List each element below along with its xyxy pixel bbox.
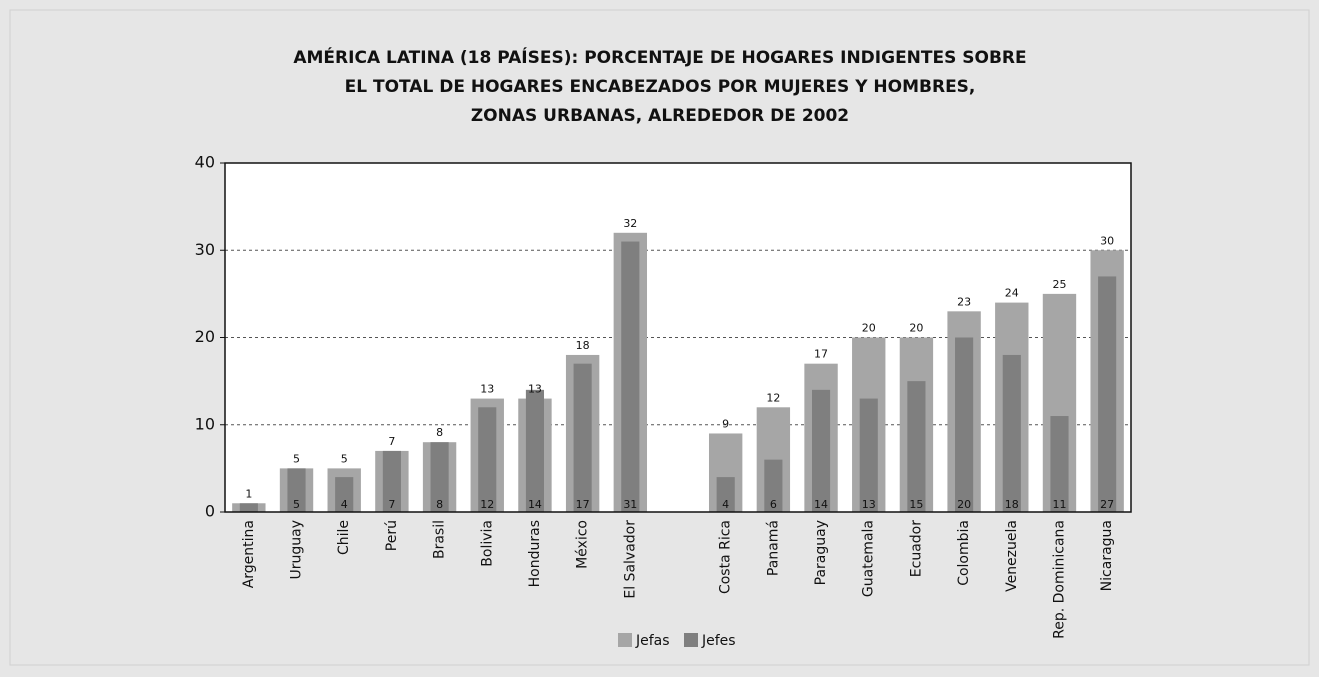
value-label: 18 (1005, 498, 1019, 511)
y-tick-label: 30 (195, 240, 215, 259)
value-label: 15 (909, 498, 923, 511)
x-tick-label: Venezuela (1004, 520, 1020, 592)
bar (335, 477, 354, 512)
bar (907, 381, 926, 512)
bar (430, 442, 449, 512)
value-label: 31 (623, 498, 637, 511)
x-tick-label: Perú (384, 520, 400, 551)
bar (621, 241, 640, 512)
title: AMÉRICA LATINA (18 PAÍSES): PORCENTAJE D… (293, 46, 1026, 126)
y-tick-label: 20 (195, 327, 215, 346)
title-line: AMÉRICA LATINA (18 PAÍSES): PORCENTAJE D… (293, 46, 1026, 68)
x-tick-label: Honduras (527, 520, 543, 587)
y-tick-label: 10 (195, 414, 215, 433)
value-label: 13 (862, 498, 876, 511)
x-tick-label: Uruguay (289, 520, 305, 580)
x-tick-label: Chile (336, 520, 352, 555)
legend-label: Jefes (701, 633, 736, 649)
bar (287, 468, 306, 512)
value-label: 18 (576, 339, 590, 352)
x-tick-label: El Salvador (622, 520, 638, 599)
bar (764, 459, 783, 512)
value-label: 8 (436, 426, 443, 439)
value-label: 13 (480, 383, 494, 396)
value-label: 24 (1005, 287, 1019, 300)
bar (573, 363, 592, 512)
value-label: 14 (814, 498, 828, 511)
x-tick-label: Panamá (765, 520, 781, 576)
bar (716, 477, 735, 512)
bar (382, 450, 401, 512)
value-label: 9 (722, 417, 729, 430)
value-label: 25 (1052, 278, 1066, 291)
value-label: 20 (909, 322, 923, 335)
bar (525, 389, 545, 512)
value-label: 7 (388, 435, 395, 448)
x-tick-label: Guatemala (861, 520, 877, 597)
x-tick-label: Nicaragua (1099, 520, 1115, 591)
value-label: 6 (770, 498, 777, 511)
legend-swatch (684, 633, 698, 647)
x-tick-label: Brasil (432, 520, 448, 559)
value-label: 8 (436, 498, 443, 511)
x-tick-label: México (575, 520, 591, 569)
bar (1098, 276, 1117, 512)
x-tick-label: Rep. Dominicana (1051, 520, 1067, 639)
value-label: 5 (341, 452, 348, 465)
value-label: 12 (766, 391, 780, 404)
x-tick-label: Costa Rica (718, 520, 734, 594)
bar (239, 503, 258, 512)
bar (1002, 354, 1021, 512)
bar (811, 389, 831, 512)
value-label: 4 (341, 498, 348, 511)
x-tick-label: Paraguay (813, 520, 829, 585)
title-line: ZONAS URBANAS, ALREDEDOR DE 2002 (471, 106, 849, 126)
x-tick-label: Bolivia (479, 520, 495, 567)
y-tick-label: 40 (195, 153, 215, 172)
value-label: 30 (1100, 234, 1114, 247)
value-label: 23 (957, 295, 971, 308)
bar (859, 398, 878, 512)
value-label: 13 (528, 383, 542, 396)
legend-label: Jefas (635, 633, 670, 649)
value-label: 4 (722, 498, 729, 511)
value-label: 11 (1052, 498, 1066, 511)
value-label: 1 (245, 487, 252, 500)
bar (478, 407, 497, 512)
value-label: 5 (293, 452, 300, 465)
value-label: 20 (957, 498, 971, 511)
x-tick-label: Colombia (956, 520, 972, 586)
bar (1050, 416, 1069, 512)
y-tick-label: 0 (205, 502, 215, 521)
value-label: 17 (576, 498, 590, 511)
title-line: EL TOTAL DE HOGARES ENCABEZADOS POR MUJE… (345, 77, 976, 97)
x-tick-label: Ecuador (908, 520, 924, 577)
value-label: 20 (862, 322, 876, 335)
value-label: 17 (814, 348, 828, 361)
value-label: 12 (480, 498, 494, 511)
plot-border (224, 162, 1132, 513)
legend-swatch (618, 633, 632, 647)
value-label: 7 (388, 498, 395, 511)
value-label: 27 (1100, 498, 1114, 511)
value-label: 32 (623, 217, 637, 230)
value-label: 5 (293, 498, 300, 511)
x-tick-label: Argentina (241, 520, 257, 588)
bar (955, 337, 974, 512)
value-label: 14 (528, 498, 542, 511)
